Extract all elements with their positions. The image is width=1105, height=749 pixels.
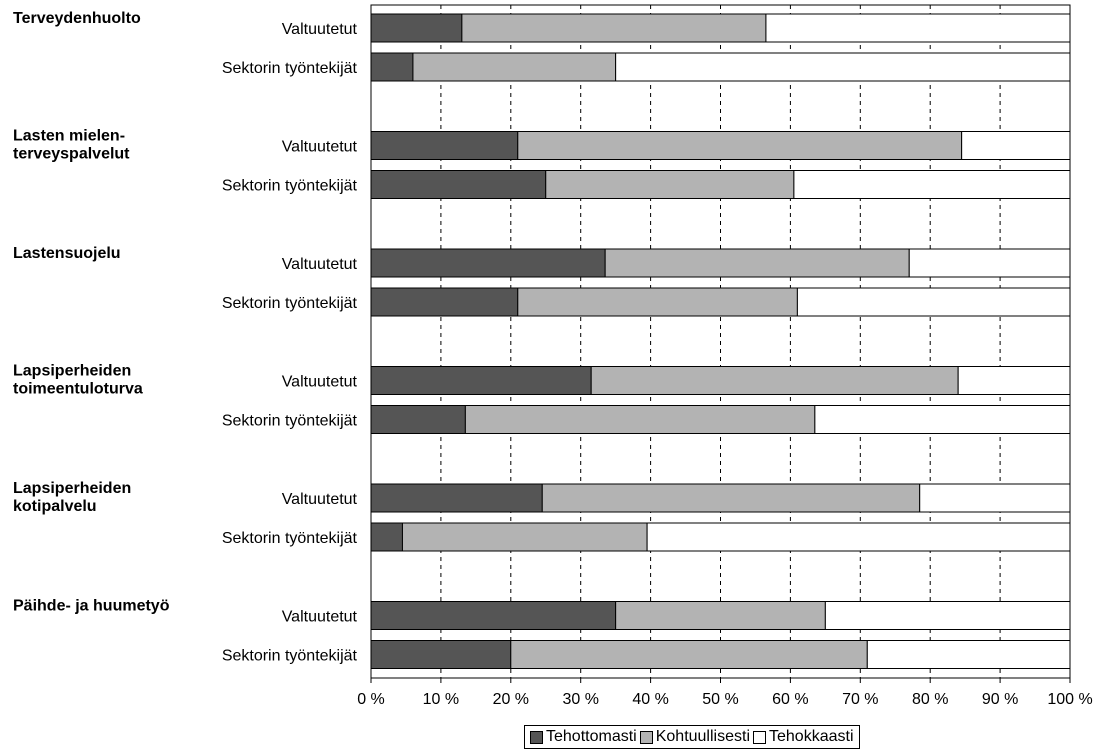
x-tick-label-60: 60 %: [772, 691, 808, 708]
legend-label-kohtuullisesti: Kohtuullisesti: [655, 728, 750, 745]
bar-segment-2-1-tehottomasti: [370, 287, 519, 317]
bar-segment-5-0-tehottomasti: [370, 601, 617, 630]
bar-label-4-1: Sektorin työntekijät: [222, 530, 358, 547]
bar-label-1-1: Sektorin työntekijät: [222, 178, 358, 195]
bar-segment-3-0-tehottomasti: [370, 366, 592, 395]
bar-segment-5-0-tehokkaasti: [824, 601, 1071, 630]
bar-segment-3-1-kohtuullisesti: [464, 405, 816, 434]
group-label-1-line-0: Lasten mielen-: [13, 128, 125, 145]
bar-segment-1-1-tehokkaasti: [793, 170, 1071, 199]
group-label-4-line-0: Lapsiperheiden: [13, 480, 131, 497]
bar-segment-5-0-kohtuullisesti: [615, 601, 826, 630]
bar-label-2-1: Sektorin työntekijät: [222, 295, 358, 312]
bar-segment-4-0-kohtuullisesti: [541, 483, 921, 513]
bar-segment-4-1-tehottomasti: [370, 522, 403, 552]
bar-label-2-0: Valtuutetut: [282, 256, 358, 273]
bar-segment-5-1-tehokkaasti: [866, 640, 1071, 669]
bar-label-3-0: Valtuutetut: [282, 374, 358, 391]
bar-segment-3-0-tehokkaasti: [957, 366, 1071, 395]
x-tick-label-0: 0 %: [357, 691, 385, 708]
bar-segment-0-1-tehottomasti: [370, 52, 414, 82]
bar-segment-2-0-tehokkaasti: [908, 248, 1071, 278]
bar-segment-3-1-tehottomasti: [370, 405, 466, 434]
legend-item-tehottomasti: Tehottomasti: [530, 728, 637, 746]
legend-item-kohtuullisesti: Kohtuullisesti: [639, 728, 750, 746]
bar-segment-4-1-kohtuullisesti: [401, 522, 648, 552]
bar-segment-2-1-tehokkaasti: [796, 287, 1071, 317]
legend-label-tehottomasti: Tehottomasti: [546, 728, 637, 745]
bar-segment-0-0-kohtuullisesti: [461, 13, 767, 43]
bar-segment-1-1-kohtuullisesti: [545, 170, 795, 199]
bar-label-0-0: Valtuutetut: [282, 21, 358, 38]
group-label-4-line-1: kotipalvelu: [13, 498, 97, 515]
chart-legend: Tehottomasti Kohtuullisesti Tehokkaasti: [524, 725, 860, 749]
group-label-5-line-0: Päihde- ja huumetyö: [13, 598, 170, 615]
group-label-3-line-0: Lapsiperheiden: [13, 363, 131, 380]
bar-segment-2-0-kohtuullisesti: [604, 248, 910, 278]
legend-swatch-kohtuullisesti: [639, 730, 653, 744]
group-label-1-line-1: terveyspalvelut: [13, 146, 130, 163]
bar-label-5-0: Valtuutetut: [282, 609, 358, 626]
bar-segment-2-1-kohtuullisesti: [517, 287, 798, 317]
group-label-0-line-0: Terveydenhuolto: [13, 10, 141, 27]
bar-label-1-0: Valtuutetut: [282, 139, 358, 156]
bar-segment-4-0-tehottomasti: [370, 483, 543, 513]
bar-segment-2-0-tehottomasti: [370, 248, 606, 278]
legend-label-tehokkaasti: Tehokkaasti: [769, 728, 854, 745]
legend-item-tehokkaasti: Tehokkaasti: [753, 728, 854, 746]
bar-segment-1-0-kohtuullisesti: [517, 131, 963, 160]
bar-segment-0-1-tehokkaasti: [615, 52, 1071, 82]
bar-segment-0-0-tehottomasti: [370, 13, 463, 43]
x-tick-label-80: 80 %: [912, 691, 948, 708]
bar-segment-3-0-kohtuullisesti: [590, 366, 959, 395]
x-tick-label-20: 20 %: [493, 691, 529, 708]
bar-segment-1-1-tehottomasti: [370, 170, 547, 199]
bar-label-5-1: Sektorin työntekijät: [222, 648, 358, 665]
group-label-2-line-0: Lastensuojelu: [13, 245, 121, 262]
legend-swatch-tehottomasti: [530, 730, 543, 744]
x-tick-label-100: 100 %: [1047, 691, 1092, 708]
x-tick-label-90: 90 %: [982, 691, 1018, 708]
x-tick-label-40: 40 %: [632, 691, 668, 708]
x-tick-label-70: 70 %: [842, 691, 878, 708]
bar-segment-5-1-kohtuullisesti: [510, 640, 868, 669]
bar-label-0-1: Sektorin työntekijät: [222, 60, 358, 77]
bar-segment-5-1-tehottomasti: [370, 640, 512, 669]
bar-segment-4-1-tehokkaasti: [646, 522, 1071, 552]
bar-segment-4-0-tehokkaasti: [919, 483, 1071, 513]
bar-segment-0-1-kohtuullisesti: [412, 52, 617, 82]
bar-segment-0-0-tehokkaasti: [765, 13, 1071, 43]
x-tick-label-10: 10 %: [423, 691, 459, 708]
bar-segment-1-0-tehokkaasti: [961, 131, 1071, 160]
x-tick-label-50: 50 %: [702, 691, 738, 708]
legend-swatch-tehokkaasti: [753, 730, 766, 744]
group-label-3-line-1: toimeentuloturva: [13, 381, 143, 398]
bar-segment-1-0-tehottomasti: [370, 131, 519, 160]
x-tick-label-30: 30 %: [562, 691, 598, 708]
chart-plot-area: Terveydenhuolto Valtuutetut Sektorin työnt…: [13, 4, 1093, 708]
bar-segment-3-1-tehokkaasti: [814, 405, 1071, 434]
bar-label-4-0: Valtuutetut: [282, 491, 358, 508]
bar-label-3-1: Sektorin työntekijät: [222, 413, 358, 430]
